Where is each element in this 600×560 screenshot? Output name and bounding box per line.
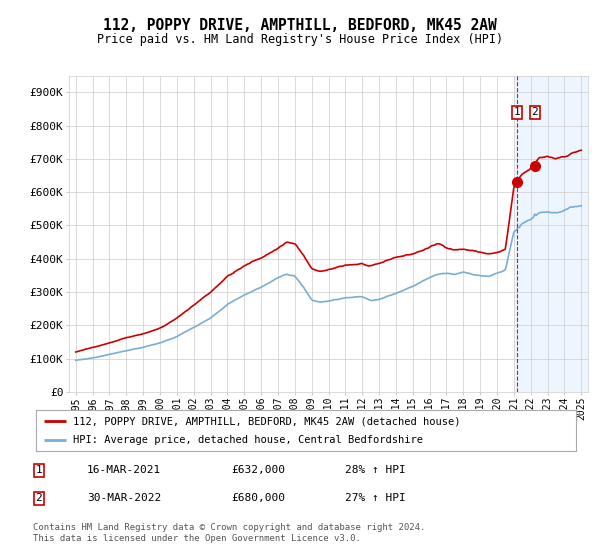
Text: 30-MAR-2022: 30-MAR-2022 [87,493,161,503]
Text: HPI: Average price, detached house, Central Bedfordshire: HPI: Average price, detached house, Cent… [73,435,423,445]
Text: 1: 1 [514,107,521,117]
Text: Price paid vs. HM Land Registry's House Price Index (HPI): Price paid vs. HM Land Registry's House … [97,32,503,46]
Text: 27% ↑ HPI: 27% ↑ HPI [345,493,406,503]
Text: 1: 1 [35,465,43,475]
Bar [514,76,590,392]
Text: £632,000: £632,000 [231,465,285,475]
Text: 2: 2 [532,107,538,117]
Text: £680,000: £680,000 [231,493,285,503]
Text: 112, POPPY DRIVE, AMPTHILL, BEDFORD, MK45 2AW (detached house): 112, POPPY DRIVE, AMPTHILL, BEDFORD, MK4… [73,417,460,426]
Text: 28% ↑ HPI: 28% ↑ HPI [345,465,406,475]
Text: 2: 2 [35,493,43,503]
Text: 16-MAR-2021: 16-MAR-2021 [87,465,161,475]
Text: Contains HM Land Registry data © Crown copyright and database right 2024.
This d: Contains HM Land Registry data © Crown c… [33,524,425,543]
Text: 112, POPPY DRIVE, AMPTHILL, BEDFORD, MK45 2AW: 112, POPPY DRIVE, AMPTHILL, BEDFORD, MK4… [103,18,497,32]
